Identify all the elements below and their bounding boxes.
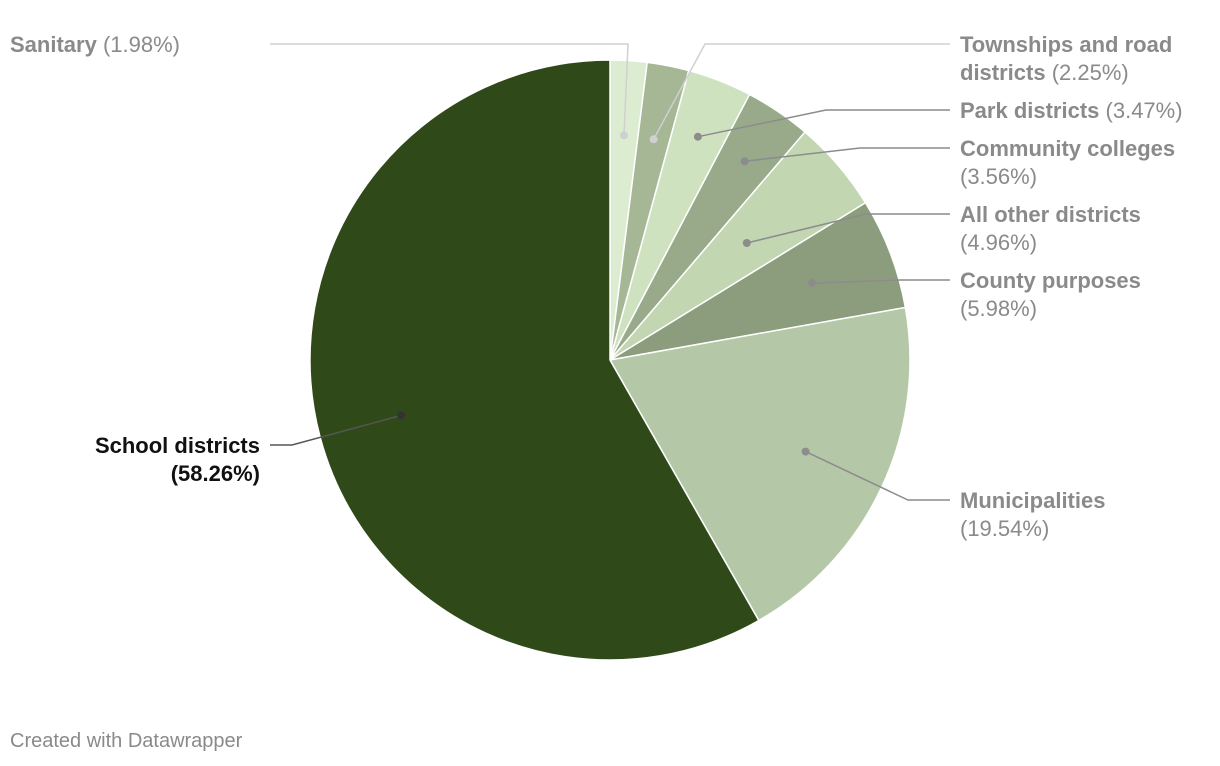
label-park-districts: Park districts (3.47%) [960, 98, 1183, 123]
label-value: (4.96%) [960, 230, 1037, 255]
label-name: Municipalities [960, 488, 1105, 513]
label-school-districts: School districts (58.26%) [95, 433, 260, 486]
anchor-dot-county-purposes [807, 279, 816, 288]
label-value: (3.47%) [1099, 98, 1182, 123]
label-community-colleges: Community colleges (3.56%) [960, 136, 1175, 189]
label-name: Townships and road [960, 32, 1172, 57]
label-name: School districts [95, 433, 260, 458]
label-value: (19.54%) [960, 516, 1049, 541]
label-county-purposes: County purposes (5.98%) [960, 268, 1141, 321]
label-name: County purposes [960, 268, 1141, 293]
label-value: (5.98%) [960, 296, 1037, 321]
label-name: Park districts [960, 98, 1099, 123]
label-name: Community colleges [960, 136, 1175, 161]
leader-municipalities [805, 450, 950, 501]
pie-slices [309, 59, 911, 661]
anchor-dot-sanitary [620, 131, 628, 140]
label-all-other-districts: All other districts (4.96%) [960, 202, 1141, 255]
anchor-dot-park-districts [693, 132, 702, 141]
label-value: (58.26%) [171, 461, 260, 486]
anchor-dot-school-districts [397, 411, 406, 420]
leader-school-districts [270, 414, 402, 446]
label-name: All other districts [960, 202, 1141, 227]
label-sanitary: Sanitary (1.98%) [10, 32, 180, 57]
leader-all-other-districts [746, 213, 950, 244]
label-value: (2.25%) [1046, 60, 1129, 85]
leader-park-districts [697, 109, 950, 138]
label-townships-and-road-districts: Townships and road districts (2.25%) [960, 32, 1172, 85]
anchor-dot-municipalities [801, 447, 810, 456]
label-name: Sanitary [10, 32, 98, 57]
label-name: districts [960, 60, 1046, 85]
leader-lines [270, 43, 950, 501]
label-value: (3.56%) [960, 164, 1037, 189]
credit-footer: Created with Datawrapper [10, 730, 243, 752]
leader-county-purposes [811, 279, 950, 284]
leader-townships-and-road-districts [652, 43, 950, 140]
slice-labels: Sanitary (1.98%) Townships and road distri… [10, 32, 1183, 541]
leader-sanitary [270, 43, 629, 136]
label-value: (1.98%) [97, 32, 180, 57]
label-municipalities: Municipalities (19.54%) [960, 488, 1105, 541]
anchor-dot-townships-and-road-districts [649, 135, 658, 144]
anchor-dot-all-other-districts [742, 239, 751, 247]
leader-community-colleges [744, 147, 950, 163]
anchor-dot-community-colleges [740, 157, 749, 166]
